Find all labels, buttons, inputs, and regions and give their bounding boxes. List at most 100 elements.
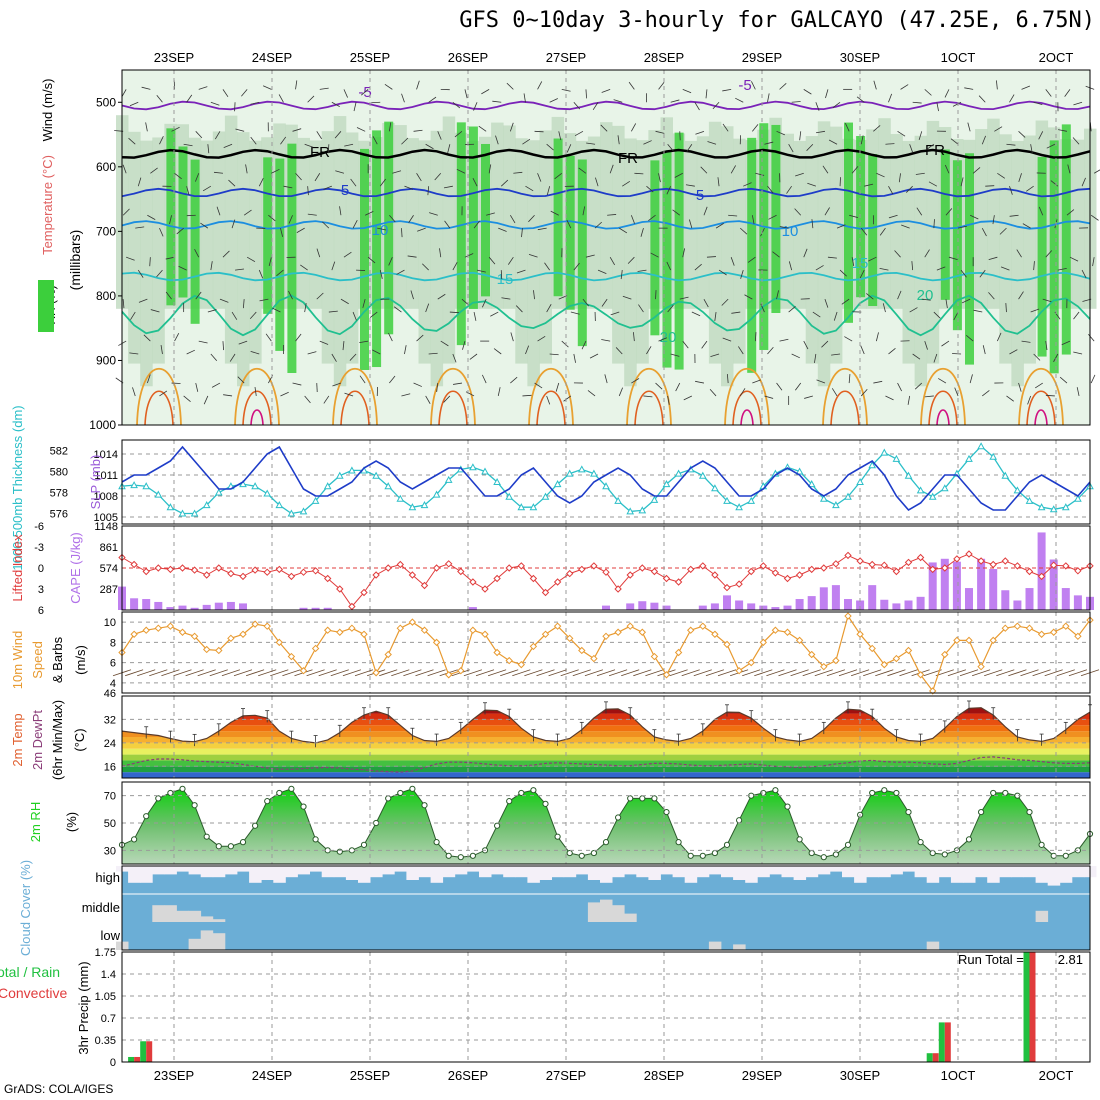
lifted-index-marker [674,578,683,586]
wind-barb [262,85,272,90]
wind-barb [207,144,210,154]
cloud-high-gap [733,866,746,880]
wind10m-axis-label-1: 10m Wind [10,631,25,690]
wind-barb [1057,267,1067,271]
precip-convective-bar [1029,952,1036,1062]
rh-band [733,138,746,364]
wind-frame [121,611,1091,694]
wind-barb [1090,374,1096,384]
wind-barb [443,185,453,189]
rh-band [539,130,552,364]
wind-barb [912,101,922,104]
wind-barb [856,96,865,103]
wind-barb-10m [415,669,434,677]
wind-barb [323,395,330,404]
wind-barb [307,213,317,216]
lifted-index-marker [227,569,235,578]
wind-barb [1050,180,1059,187]
x-tick-label-top: 24SEP [252,50,292,65]
wind10m-axis-label-4: (m/s) [73,645,88,675]
temp-tick-label: 16 [104,761,116,773]
temp-tick-label: 24 [104,738,116,750]
rh2m-marker [239,839,247,846]
thickness-marker [916,486,925,494]
wind-barb [640,228,644,237]
wind-barb [740,269,744,279]
rh-band [721,126,734,387]
wind-barb [643,395,653,398]
wind-barb [159,390,168,397]
wind-barb [722,337,732,342]
wind-barb [295,173,302,181]
cape-bar [771,607,780,610]
thickness-marker [493,477,501,485]
wind-barb-10m [475,669,495,677]
wind-barb [288,290,293,300]
thickness-axis-label: 1000-500mb Thickness (dm) [10,405,25,570]
thickness-marker [190,509,199,517]
wind-barb [764,395,774,399]
cape-axis-label: CAPE (J/kg) [68,532,83,604]
wind-barb [954,387,959,397]
wind-speed-marker [904,646,913,655]
wind-barb [506,82,514,90]
rh2m-marker [457,854,464,861]
wind-speed-marker [469,626,477,634]
temp-axis-label-4: (°C) [72,728,87,751]
wind-barb [521,228,523,238]
wind-barb [211,382,221,388]
rh2m-marker [215,843,222,850]
wind-speed-marker [747,658,755,667]
wind-barb [245,164,248,174]
wind-barb [283,185,293,189]
lifted-index-marker [130,560,138,569]
cloud-high-gap [636,866,649,878]
wind-speed-marker [287,652,296,661]
wind-barb [941,340,950,347]
wind-barb [401,393,411,397]
wind-barb [350,178,357,187]
rh-band [394,125,407,309]
rh-band [636,140,649,364]
wind-barb [594,221,603,229]
cape-bar [650,602,659,610]
wind-barb [249,311,257,320]
wind-speed-marker [457,667,465,675]
wind-barb [307,351,317,355]
thickness-marker [989,452,998,460]
wind-barb [1027,395,1032,405]
wind-barb [537,335,546,342]
wind-barb [223,143,233,148]
rh2m-marker [167,789,174,797]
lifted-index-marker [541,588,550,597]
thickness-marker [444,475,453,483]
rh-moist-column [747,137,757,373]
wind-barb [198,86,208,90]
wind-barb [969,214,979,220]
wind-barb [779,226,789,229]
cloud-high-gap [406,866,419,880]
wind-barb [722,88,732,92]
wind-barb [231,311,238,320]
thickness-marker [553,480,562,488]
lifted-index-marker [650,567,659,576]
rh2m-marker [978,808,985,816]
li-tick-label: 0 [38,563,44,575]
wind-barb [304,303,307,313]
lifted-index-marker [590,562,598,570]
cloud-high-gap [309,866,323,872]
wind-barb [768,214,777,220]
wind-barb [814,353,817,363]
wind-barb-10m [947,669,967,677]
temp-band [122,731,1090,737]
lifted-index-marker [251,566,259,574]
wind-barb [473,102,478,111]
wind-barb [146,374,151,384]
cloud-high-gap [575,866,589,875]
cape-bar [940,558,949,610]
isotherm-30 [830,390,860,426]
wind-barb [1059,376,1068,384]
wind-barb [379,270,383,279]
wind-barb [1016,249,1022,258]
lifted-index-marker [614,585,622,593]
